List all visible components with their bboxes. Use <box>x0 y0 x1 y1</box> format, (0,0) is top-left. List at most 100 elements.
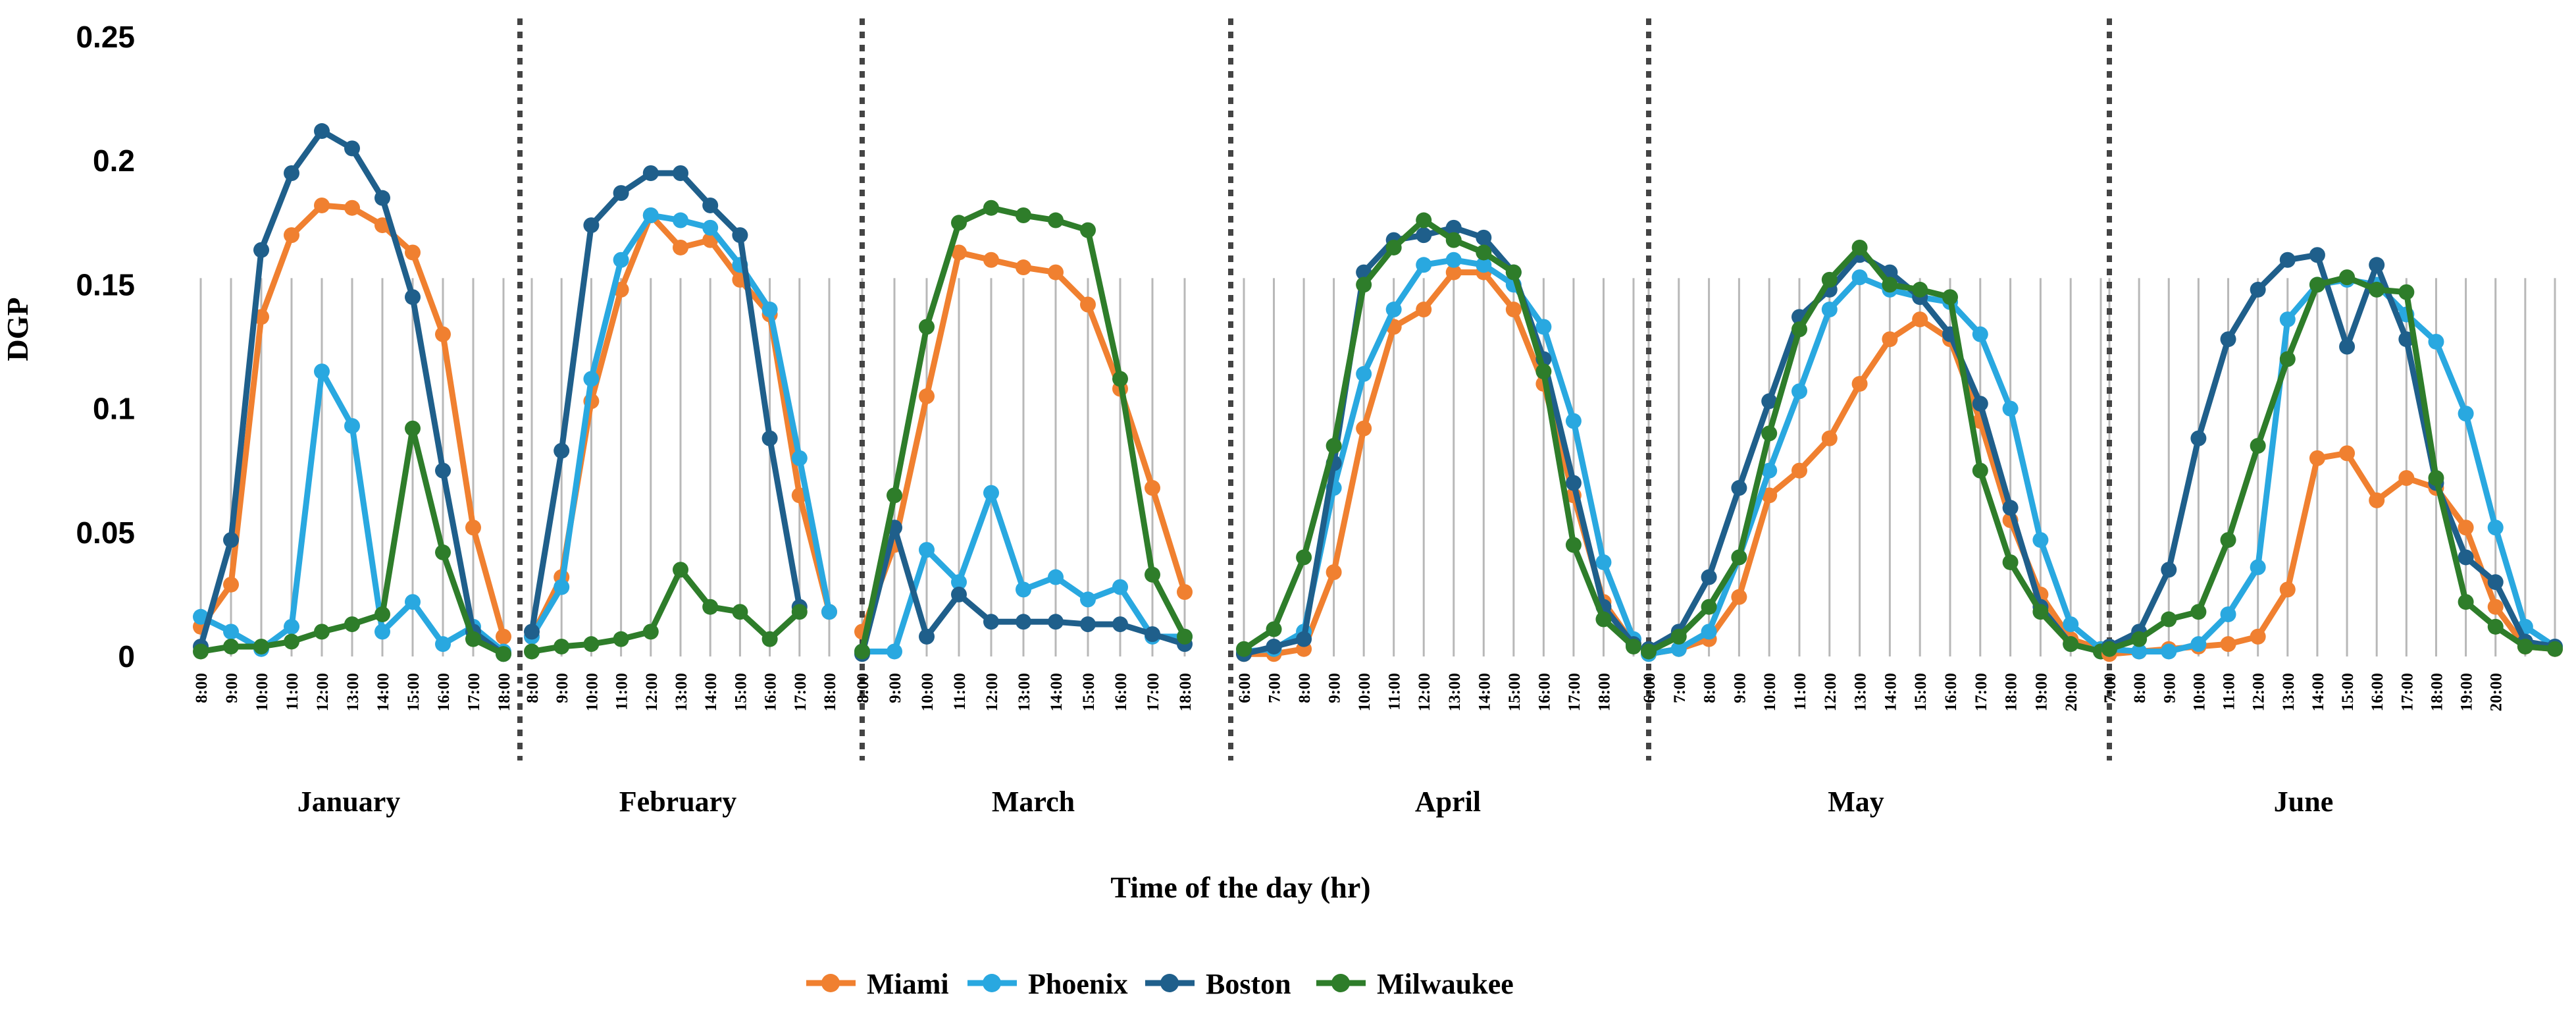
data-point-milwaukee <box>854 643 870 660</box>
x-tick-label: 12:00 <box>1822 673 1840 711</box>
data-point-boston <box>2487 574 2504 591</box>
x-tick-label: 18:00 <box>2428 673 2446 711</box>
data-point-milwaukee <box>1535 363 1552 380</box>
data-point-milwaukee <box>253 638 269 654</box>
x-tick-label: 10:00 <box>1356 673 1374 711</box>
data-point-miami <box>2250 628 2266 645</box>
data-point-milwaukee <box>2309 277 2325 293</box>
legend-swatch-marker <box>821 974 840 992</box>
legend-swatch-marker <box>1160 974 1179 992</box>
data-point-phoenix <box>821 604 837 620</box>
data-point-milwaukee <box>761 631 778 647</box>
x-tick-label: 12:00 <box>983 673 1001 711</box>
data-point-boston <box>613 185 629 201</box>
legend: Miami Phoenix Boston Milwaukee <box>806 968 1514 1000</box>
data-point-boston <box>732 227 748 244</box>
data-point-milwaukee <box>1972 462 1988 479</box>
data-point-phoenix <box>2002 400 2019 417</box>
x-tick-label: 9:00 <box>2161 673 2178 703</box>
series-line-phoenix <box>1241 257 1637 654</box>
data-point-boston <box>761 430 778 446</box>
y-tick-label: 0 <box>118 639 135 674</box>
x-tick-label: 15:00 <box>732 673 750 711</box>
data-point-miami <box>435 326 451 342</box>
data-point-milwaukee <box>1145 566 1160 583</box>
data-point-phoenix <box>374 624 390 640</box>
data-point-miami <box>2487 599 2504 615</box>
y-axis: 0 0.05 0.1 0.15 0.2 0.25 <box>76 20 135 674</box>
x-tick-label: 16:00 <box>2369 673 2386 711</box>
x-tick-label: 14:00 <box>374 673 392 711</box>
x-tick-label: 20:00 <box>2063 673 2080 711</box>
data-point-boston <box>1296 631 1312 647</box>
data-point-miami <box>465 520 481 536</box>
data-point-milwaukee <box>1445 232 1462 248</box>
x-tick-label: 18:00 <box>2003 673 2021 711</box>
data-point-miami <box>1016 259 1031 276</box>
y-tick-label: 0.25 <box>76 20 135 54</box>
data-point-phoenix <box>613 252 629 268</box>
x-tick-label: 13:00 <box>2280 673 2298 711</box>
data-point-milwaukee <box>284 633 299 650</box>
data-point-milwaukee <box>2398 284 2415 300</box>
x-tick-label: 11:00 <box>951 673 969 710</box>
x-tick-label: 15:00 <box>2339 673 2357 711</box>
x-tick-label: 13:00 <box>1016 673 1033 711</box>
data-point-boston <box>554 442 570 459</box>
data-point-phoenix <box>1476 257 1492 273</box>
y-axis-title: DGP <box>1 297 34 361</box>
series-line-phoenix <box>1645 274 2104 657</box>
data-point-boston <box>2339 338 2356 355</box>
data-point-boston <box>1145 626 1160 643</box>
data-point-phoenix <box>1791 383 1807 400</box>
data-point-milwaukee <box>2458 594 2474 610</box>
y-tick-label: 0.05 <box>76 516 135 550</box>
x-tick-label: 9:00 <box>887 673 904 703</box>
x-tick-label: 8:00 <box>193 673 211 703</box>
data-point-milwaukee <box>2131 631 2148 647</box>
data-point-boston <box>1266 638 1282 654</box>
data-point-boston <box>1972 396 1988 412</box>
data-point-milwaukee <box>2190 604 2207 620</box>
data-point-boston <box>524 624 540 640</box>
data-point-miami <box>919 388 935 404</box>
data-point-boston <box>2309 247 2325 263</box>
data-point-miami <box>344 200 360 216</box>
data-point-milwaukee <box>223 638 239 654</box>
data-point-miami <box>1177 584 1193 600</box>
data-point-boston <box>1761 393 1778 410</box>
data-point-boston <box>314 123 330 140</box>
data-point-phoenix <box>344 417 360 434</box>
x-tick-label: 9:00 <box>223 673 241 703</box>
x-tick-label: 13:00 <box>1446 673 1464 711</box>
data-point-milwaukee <box>1565 537 1582 553</box>
series-line-phoenix <box>2106 277 2558 654</box>
data-point-phoenix <box>2220 606 2236 623</box>
x-tick-label: 17:00 <box>1566 673 1584 711</box>
data-point-miami <box>1445 264 1462 280</box>
x-tick-label: 13:00 <box>344 673 362 711</box>
y-tick-label: 0.15 <box>76 267 135 302</box>
series-lines <box>193 123 2563 662</box>
data-point-phoenix <box>2161 643 2177 660</box>
data-point-phoenix <box>193 608 209 625</box>
data-point-milwaukee <box>374 606 390 623</box>
data-point-boston <box>2220 331 2236 348</box>
data-point-phoenix <box>1385 302 1402 318</box>
data-point-milwaukee <box>193 643 209 660</box>
data-point-milwaukee <box>1048 212 1064 228</box>
data-point-miami <box>2398 469 2415 486</box>
x-tick-label: 8:00 <box>854 673 872 703</box>
x-tick-label: 11:00 <box>613 673 631 710</box>
data-point-milwaukee <box>435 544 451 560</box>
legend-swatch-marker <box>1331 974 1350 992</box>
x-tick-label: 15:00 <box>1912 673 1930 711</box>
x-tick-label: 10:00 <box>919 673 937 711</box>
data-point-miami <box>1505 302 1522 318</box>
data-point-miami <box>1851 375 1868 392</box>
data-point-milwaukee <box>2339 269 2356 286</box>
x-tick-label: 9:00 <box>1731 673 1749 703</box>
data-point-milwaukee <box>1942 289 1958 306</box>
data-point-milwaukee <box>465 631 481 647</box>
